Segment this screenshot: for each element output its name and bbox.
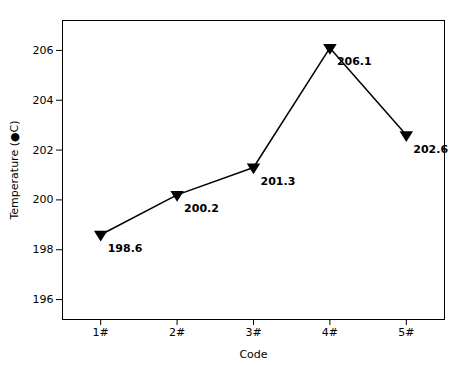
svg-text:1#: 1#	[93, 326, 109, 339]
svg-text:206.1: 206.1	[337, 55, 372, 68]
svg-text:Temperature (●C): Temperature (●C)	[8, 120, 21, 220]
svg-text:196: 196	[33, 293, 54, 306]
svg-text:4#: 4#	[322, 326, 338, 339]
svg-text:5#: 5#	[398, 326, 414, 339]
svg-text:206: 206	[33, 44, 54, 57]
svg-text:202: 202	[33, 144, 54, 157]
svg-text:200.2: 200.2	[184, 202, 219, 215]
svg-text:201.3: 201.3	[261, 175, 296, 188]
svg-text:2#: 2#	[169, 326, 185, 339]
svg-text:198: 198	[33, 243, 54, 256]
svg-text:202.6: 202.6	[413, 143, 448, 156]
svg-text:200: 200	[33, 193, 54, 206]
svg-text:204: 204	[33, 94, 54, 107]
svg-text:Code: Code	[239, 348, 267, 361]
svg-text:198.6: 198.6	[108, 242, 143, 255]
svg-text:3#: 3#	[245, 326, 261, 339]
